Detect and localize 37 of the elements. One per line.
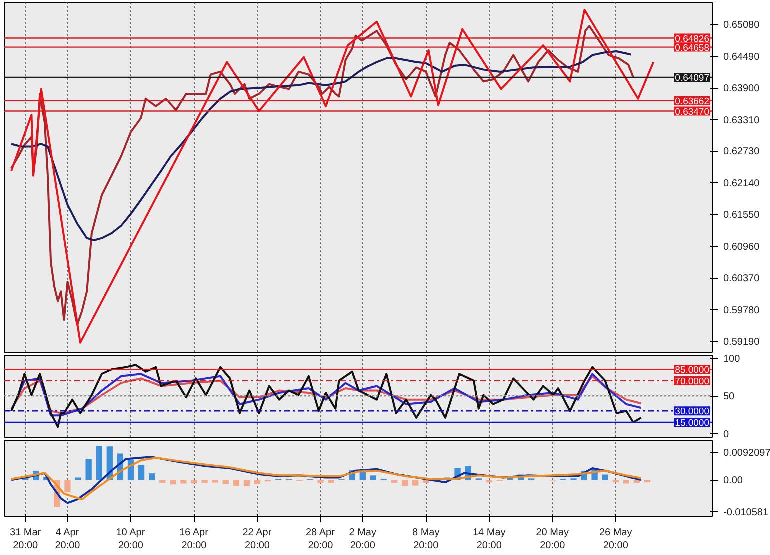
ref-line-label: 85.0000 xyxy=(675,365,710,376)
ref-line-label: 30.0000 xyxy=(675,406,710,418)
x-tick-label: 16 Apr 20:00 xyxy=(180,528,210,552)
y-tick-label: 0.65080 xyxy=(724,20,760,32)
ref-line-label: 0.64658 xyxy=(675,42,710,54)
y-tick-label: 0 xyxy=(724,429,730,440)
x-tick-label: 2 May 20:00 xyxy=(349,528,377,552)
x-tick-label: 31 Mar 20:00 xyxy=(10,528,42,552)
y-tick-label: 0.59780 xyxy=(724,305,760,316)
y-tick-label: 0.62140 xyxy=(724,178,760,190)
y-tick-label: 0.60960 xyxy=(724,242,760,253)
ref-line-label: 0.63662 xyxy=(675,96,710,108)
ref-line-label: 70.0000 xyxy=(675,376,710,388)
ref-line-label: 0.64826 xyxy=(675,34,710,45)
x-tick-label: 4 Apr 20:00 xyxy=(55,528,81,552)
y-tick-label: 0.63900 xyxy=(724,84,760,95)
x-tick-label: 28 Apr 20:00 xyxy=(306,528,336,552)
y-tick-label: 50 xyxy=(724,392,736,403)
y-tick-label: 100 xyxy=(724,354,741,365)
x-tick-label: 26 May 20:00 xyxy=(599,528,632,552)
y-tick-label: 0.61550 xyxy=(724,210,760,222)
ref-line-label: 0.64097 xyxy=(675,73,710,84)
ref-line-label: 15.0000 xyxy=(675,418,710,429)
y-tick-label: 0.0092097 xyxy=(724,448,770,460)
x-tick-label: 8 May 20:00 xyxy=(412,528,440,552)
y-tick-label: 0.63310 xyxy=(724,115,760,126)
y-tick-label: 0.64490 xyxy=(724,52,760,63)
y-tick-label: 0.00 xyxy=(724,476,744,487)
y-tick-label: 0.60370 xyxy=(724,274,760,285)
x-tick-label: 22 Apr 20:00 xyxy=(242,528,272,552)
y-tick-label: 0.62730 xyxy=(724,146,760,158)
x-tick-label: 10 Apr 20:00 xyxy=(116,528,146,552)
y-tick-label: 0.59190 xyxy=(724,337,760,348)
x-tick-label: 20 May 20:00 xyxy=(536,528,570,552)
x-tick-label: 14 May 20:00 xyxy=(472,528,506,552)
y-tick-label: -0.010581 xyxy=(724,507,769,518)
ref-line-label: 0.63470 xyxy=(675,106,710,118)
